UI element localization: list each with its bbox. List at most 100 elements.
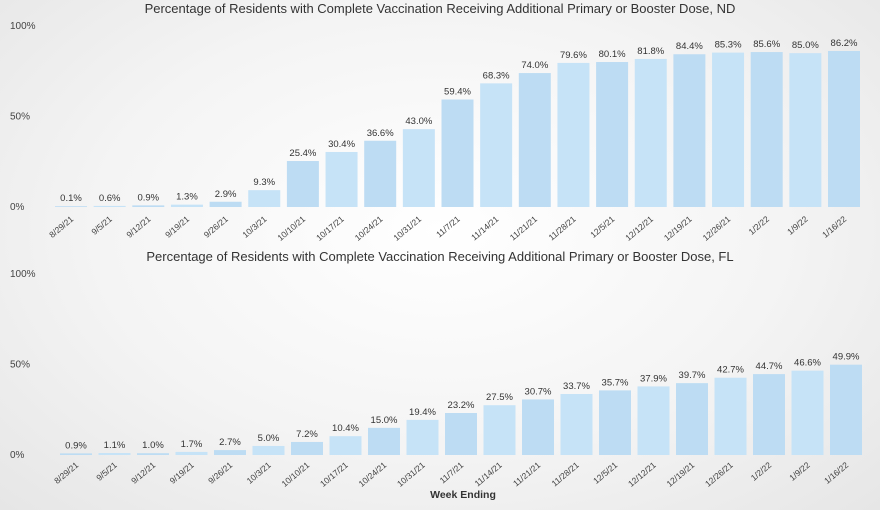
bar-12-26-21 [714, 377, 747, 455]
bar-12-12-21 [634, 58, 667, 207]
x-tick-label: 9/26/21 [202, 214, 230, 240]
bar-9-12-21 [137, 453, 169, 455]
bar-12-26-21 [712, 52, 745, 208]
bar-10-31-21 [406, 419, 439, 455]
x-tick-label: 8/29/21 [47, 214, 75, 240]
data-label: 46.6% [794, 358, 821, 369]
bar-12-19-21 [676, 383, 708, 455]
x-tick-label: 11/21/21 [508, 214, 539, 243]
x-tick-label: 12/12/21 [626, 460, 658, 489]
x-tick-label: 1/2/22 [749, 460, 774, 483]
data-label: 0.6% [99, 193, 121, 204]
bar-9-5-21 [98, 453, 131, 455]
x-tick-label: 8/29/21 [52, 460, 80, 486]
data-label: 85.0% [792, 40, 819, 51]
x-tick-label: 10/10/21 [280, 460, 312, 489]
x-tick-label: 12/19/21 [665, 460, 697, 489]
bar-10-17-21 [329, 436, 362, 455]
data-label: 1.0% [142, 440, 164, 451]
bar-1-2-22 [753, 374, 785, 455]
x-tick-label: 11/21/21 [511, 460, 542, 489]
data-label: 42.7% [717, 365, 744, 376]
x-tick-label: 10/10/21 [275, 214, 307, 243]
bar-12-5-21 [599, 390, 631, 455]
x-tick-label: 9/26/21 [206, 460, 234, 486]
bar-11-28-21 [557, 62, 590, 208]
y-tick-label: 50% [10, 360, 30, 371]
x-tick-label: 12/26/21 [701, 214, 733, 243]
data-label: 80.1% [599, 49, 626, 60]
x-tick-label: 9/5/21 [89, 214, 114, 237]
data-label: 2.7% [219, 437, 241, 448]
bar-9-26-21 [209, 201, 242, 207]
y-tick-label: 0% [10, 202, 25, 213]
x-tick-label: 1/2/22 [746, 214, 771, 237]
x-tick-label: 10/31/21 [391, 214, 423, 243]
x-tick-label: 1/16/22 [820, 214, 848, 240]
bar-10-31-21 [402, 129, 435, 207]
x-tick-label: 1/9/22 [787, 460, 812, 483]
bar-1-16-22 [828, 50, 860, 208]
x-tick-label: 11/7/21 [438, 460, 466, 486]
bar-10-3-21 [252, 445, 285, 455]
x-tick-label: 11/28/21 [546, 214, 577, 243]
data-label: 37.9% [640, 373, 667, 384]
y-tick-label: 0% [10, 450, 25, 461]
data-label: 10.4% [332, 423, 359, 434]
data-label: 44.7% [756, 361, 783, 372]
chart-title: Percentage of Residents with Complete Va… [146, 249, 733, 264]
data-label: 1.1% [104, 440, 126, 451]
bar-9-12-21 [132, 205, 165, 207]
data-label: 27.5% [486, 392, 513, 403]
bar-11-7-21 [441, 99, 474, 207]
bar-11-21-21 [518, 73, 551, 207]
data-label: 1.3% [176, 192, 198, 203]
x-tick-label: 10/24/21 [353, 214, 385, 243]
bar-12-12-21 [637, 386, 670, 455]
nd-booster-chart: Percentage of Residents with Complete Va… [10, 1, 860, 243]
y-tick-label: 100% [10, 269, 36, 280]
x-tick-label: 1/16/22 [822, 460, 850, 486]
x-tick-label: 9/5/21 [94, 460, 119, 483]
x-tick-label: 9/19/21 [163, 214, 191, 240]
x-tick-label: 12/26/21 [703, 460, 735, 489]
bar-1-9-22 [789, 53, 822, 208]
data-label: 23.2% [448, 400, 475, 411]
bar-9-5-21 [93, 205, 126, 207]
bar-8-29-21 [55, 206, 87, 207]
x-axis-title: Week Ending [430, 489, 496, 501]
bar-10-24-21 [364, 140, 397, 207]
data-label: 84.4% [676, 41, 703, 52]
x-tick-label: 12/5/21 [588, 214, 616, 240]
y-tick-label: 50% [10, 112, 30, 123]
data-label: 43.0% [405, 116, 432, 127]
x-tick-label: 11/28/21 [549, 460, 580, 489]
data-label: 79.6% [560, 50, 587, 61]
bar-8-29-21 [60, 453, 92, 455]
bar-9-19-21 [170, 204, 203, 207]
data-label: 15.0% [371, 415, 398, 426]
x-tick-label: 11/7/21 [434, 214, 462, 240]
data-label: 30.7% [525, 386, 552, 397]
data-label: 86.2% [831, 38, 858, 49]
bar-10-3-21 [248, 190, 281, 207]
bar-10-24-21 [368, 427, 400, 455]
data-label: 85.3% [715, 40, 742, 51]
x-tick-label: 12/5/21 [591, 460, 619, 486]
bar-12-19-21 [673, 54, 706, 208]
data-label: 2.9% [215, 189, 237, 200]
x-tick-label: 10/17/21 [318, 460, 350, 489]
data-label: 7.2% [296, 429, 318, 440]
bar-9-26-21 [214, 450, 246, 455]
data-label: 9.3% [253, 177, 275, 188]
data-label: 0.9% [65, 440, 87, 451]
x-tick-label: 10/3/21 [240, 214, 268, 240]
data-label: 0.1% [60, 193, 82, 204]
x-tick-label: 11/14/21 [469, 214, 500, 243]
data-label: 68.3% [483, 70, 510, 81]
data-label: 30.4% [328, 139, 355, 150]
bar-11-7-21 [445, 413, 477, 455]
data-label: 74.0% [521, 60, 548, 71]
bar-1-9-22 [791, 370, 824, 455]
